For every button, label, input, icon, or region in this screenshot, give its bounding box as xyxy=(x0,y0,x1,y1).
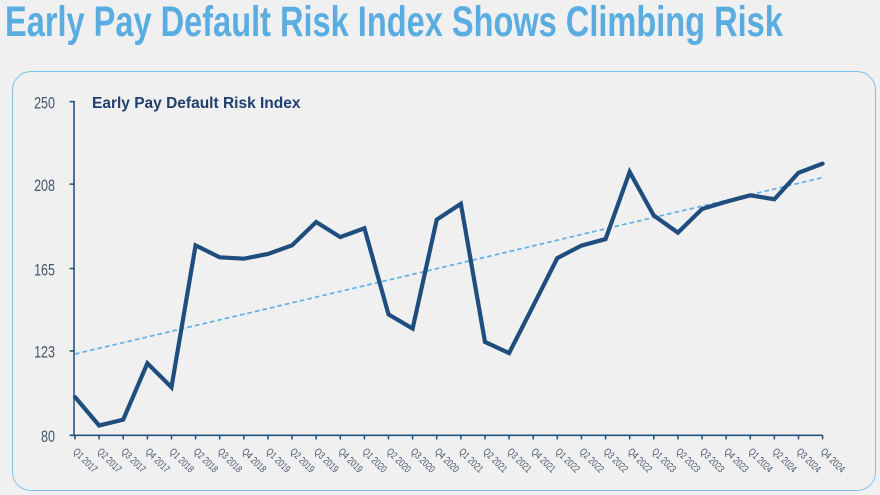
svg-text:Q1 2019: Q1 2019 xyxy=(264,446,293,475)
svg-text:250: 250 xyxy=(34,95,55,113)
svg-text:Q2 2017: Q2 2017 xyxy=(95,446,124,475)
svg-text:Q1 2020: Q1 2020 xyxy=(360,446,389,475)
svg-text:Q4 2018: Q4 2018 xyxy=(240,446,269,475)
svg-text:Q3 2019: Q3 2019 xyxy=(312,446,341,475)
svg-text:Q4 2023: Q4 2023 xyxy=(722,446,751,475)
svg-text:Q1 2024: Q1 2024 xyxy=(746,446,775,475)
svg-text:Q2 2022: Q2 2022 xyxy=(577,446,606,475)
svg-text:Q1 2022: Q1 2022 xyxy=(553,446,582,475)
svg-text:Q2 2023: Q2 2023 xyxy=(674,446,703,475)
svg-text:Q2 2020: Q2 2020 xyxy=(385,446,414,475)
svg-text:Q2 2018: Q2 2018 xyxy=(192,446,221,475)
svg-text:208: 208 xyxy=(34,177,55,195)
svg-text:80: 80 xyxy=(41,429,55,447)
svg-text:Q3 2023: Q3 2023 xyxy=(698,446,727,475)
svg-text:Q1 2023: Q1 2023 xyxy=(650,446,679,475)
svg-text:Q1 2017: Q1 2017 xyxy=(71,446,100,475)
svg-text:Q2 2021: Q2 2021 xyxy=(481,446,510,475)
svg-text:Q3 2022: Q3 2022 xyxy=(602,446,631,475)
svg-text:Q3 2018: Q3 2018 xyxy=(216,446,245,475)
svg-text:Q3 2024: Q3 2024 xyxy=(794,446,823,475)
svg-text:Q3 2021: Q3 2021 xyxy=(505,446,534,475)
svg-text:Q4 2021: Q4 2021 xyxy=(529,446,558,475)
svg-text:Q4 2022: Q4 2022 xyxy=(626,446,655,475)
svg-text:Q4 2024: Q4 2024 xyxy=(819,446,848,475)
svg-text:Q1 2018: Q1 2018 xyxy=(167,446,196,475)
svg-text:Q4 2019: Q4 2019 xyxy=(336,446,365,475)
svg-text:Q4 2017: Q4 2017 xyxy=(143,446,172,475)
svg-text:Q2 2024: Q2 2024 xyxy=(770,446,799,475)
svg-text:Q3 2017: Q3 2017 xyxy=(119,446,148,475)
svg-text:Q1 2021: Q1 2021 xyxy=(457,446,486,475)
svg-text:123: 123 xyxy=(34,344,55,362)
svg-text:Q2 2019: Q2 2019 xyxy=(288,446,317,475)
svg-text:Q4 2020: Q4 2020 xyxy=(433,446,462,475)
svg-text:165: 165 xyxy=(34,262,55,280)
svg-text:Q3 2020: Q3 2020 xyxy=(409,446,438,475)
